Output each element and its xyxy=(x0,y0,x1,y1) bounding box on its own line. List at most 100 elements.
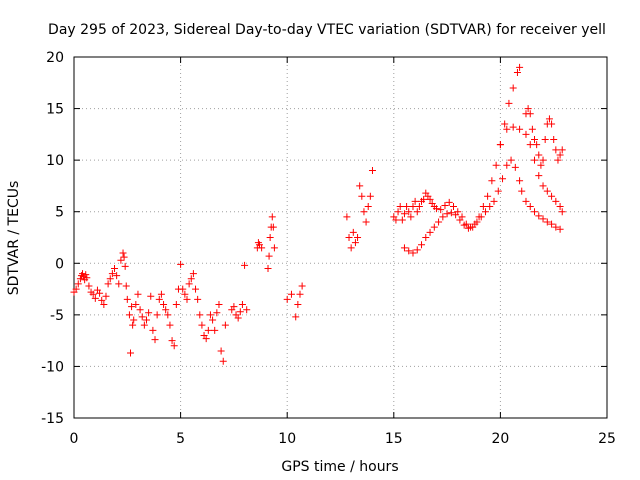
data-point xyxy=(422,234,430,241)
data-point xyxy=(407,213,415,221)
data-point xyxy=(162,306,170,314)
data-point xyxy=(236,308,244,316)
y-axis-label: SDTVAR / TECUs xyxy=(6,181,22,296)
data-point xyxy=(145,309,153,317)
data-point xyxy=(82,271,90,279)
data-point xyxy=(343,213,351,221)
data-point xyxy=(526,110,534,118)
data-point xyxy=(492,161,500,169)
data-point xyxy=(189,270,197,278)
data-point xyxy=(473,218,481,226)
data-point xyxy=(556,203,564,211)
data-point xyxy=(556,151,564,159)
y-tick-label: 0 xyxy=(55,256,64,272)
data-point xyxy=(192,285,200,293)
data-point xyxy=(556,225,564,233)
data-point xyxy=(445,198,453,206)
data-point xyxy=(503,125,511,133)
data-point xyxy=(85,282,93,290)
data-point xyxy=(490,197,498,205)
data-point xyxy=(548,192,556,200)
data-point xyxy=(447,209,455,217)
data-point xyxy=(394,208,402,216)
data-point xyxy=(411,197,419,205)
data-point xyxy=(349,228,357,236)
data-point xyxy=(439,213,447,221)
data-point xyxy=(104,280,112,288)
data-point xyxy=(181,290,189,298)
data-point xyxy=(535,151,543,159)
data-point xyxy=(347,244,355,252)
data-point xyxy=(166,321,174,329)
grid-lines xyxy=(74,57,607,418)
data-point xyxy=(541,136,549,144)
data-point xyxy=(509,123,517,131)
data-point xyxy=(134,290,142,298)
data-point xyxy=(452,211,460,219)
data-point xyxy=(405,208,413,216)
data-point xyxy=(91,294,99,302)
data-point xyxy=(211,326,219,334)
data-point xyxy=(74,280,82,288)
data-point xyxy=(177,260,185,268)
data-point xyxy=(243,306,251,314)
data-point xyxy=(269,223,277,231)
data-point xyxy=(449,203,457,211)
data-point xyxy=(238,301,246,309)
data-point xyxy=(213,309,221,317)
data-point xyxy=(294,301,302,309)
data-point xyxy=(418,241,426,249)
data-point xyxy=(511,163,519,171)
data-point xyxy=(364,203,372,211)
data-point xyxy=(100,301,108,309)
data-point xyxy=(196,311,204,319)
data-point xyxy=(102,292,110,300)
data-point xyxy=(477,213,485,221)
data-point xyxy=(130,316,138,324)
data-point xyxy=(155,295,163,303)
data-point xyxy=(460,221,468,229)
data-point xyxy=(368,166,376,174)
y-tick-label: 15 xyxy=(46,102,64,118)
data-point xyxy=(215,301,223,309)
data-point xyxy=(198,321,206,329)
data-point xyxy=(413,246,421,254)
data-point xyxy=(122,282,130,290)
data-point xyxy=(409,203,417,211)
data-point xyxy=(509,84,517,92)
data-point xyxy=(526,203,534,211)
data-point xyxy=(120,253,128,261)
data-point xyxy=(531,136,539,144)
data-point xyxy=(558,146,566,154)
data-point xyxy=(550,136,558,144)
data-point xyxy=(435,218,443,226)
data-point xyxy=(522,130,530,138)
data-point xyxy=(488,177,496,185)
data-point xyxy=(202,335,210,343)
data-point xyxy=(221,321,229,329)
data-point xyxy=(548,220,556,228)
data-point xyxy=(351,239,359,247)
data-point xyxy=(106,275,114,283)
data-point xyxy=(283,295,291,303)
data-point xyxy=(539,215,547,223)
data-point xyxy=(358,192,366,200)
data-point xyxy=(426,228,434,236)
data-point xyxy=(513,68,521,76)
data-point xyxy=(157,290,165,298)
data-point xyxy=(415,203,423,211)
data-point xyxy=(354,234,362,241)
y-tick-label: 20 xyxy=(46,50,64,66)
data-point xyxy=(552,197,560,205)
data-point xyxy=(128,303,136,311)
data-point xyxy=(479,203,487,211)
y-tick-label: 5 xyxy=(55,205,64,221)
data-point xyxy=(537,161,545,169)
data-point xyxy=(469,223,477,231)
data-point xyxy=(552,223,560,231)
data-point xyxy=(405,247,413,255)
data-point xyxy=(217,347,225,355)
data-point xyxy=(360,208,368,216)
data-point xyxy=(437,206,445,214)
